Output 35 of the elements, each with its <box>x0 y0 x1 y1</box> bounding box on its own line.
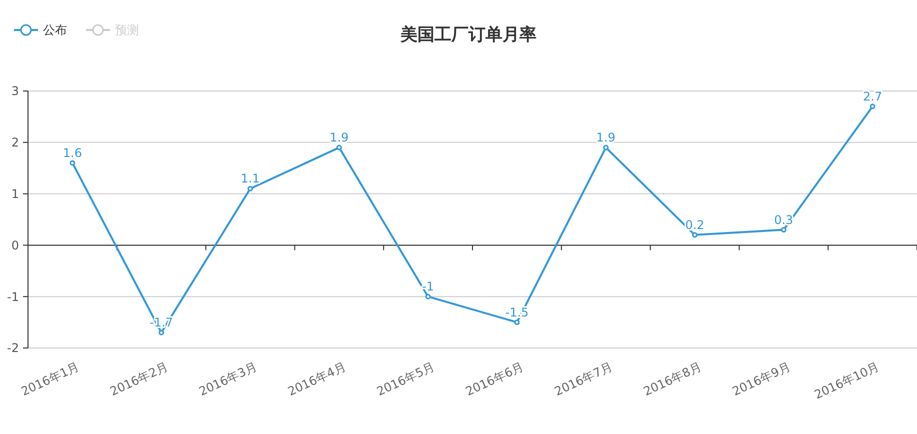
x-tick-label: 2016年7月 <box>552 360 615 399</box>
data-label: 1.9 <box>596 130 616 145</box>
legend-label: 公布 <box>43 23 67 38</box>
point <box>870 104 876 110</box>
x-tick-label: 2016年8月 <box>641 360 704 399</box>
point <box>692 232 698 238</box>
x-tick-label: 2016年6月 <box>463 360 526 399</box>
point <box>248 186 253 192</box>
y-tick-label: 3 <box>11 84 19 98</box>
point <box>425 294 431 300</box>
y-tick-label: -1 <box>7 290 19 304</box>
data-label: 1.1 <box>240 172 260 186</box>
point <box>603 144 609 150</box>
x-tick-label: 2016年9月 <box>730 360 792 399</box>
data-label: 2.7 <box>863 89 882 104</box>
chart-title: 美国工厂订单月率 <box>400 25 536 45</box>
point <box>780 227 786 233</box>
point <box>70 160 76 166</box>
y-tick-label: -2 <box>7 341 19 356</box>
x-tick-label: 2016年4月 <box>286 360 348 399</box>
y-tick-label: 2 <box>11 136 19 150</box>
data-label: 1.9 <box>330 130 349 145</box>
point <box>514 320 520 326</box>
y-tick-label: 0 <box>11 238 19 252</box>
x-tick-label: 2016年3月 <box>196 360 260 399</box>
point <box>336 144 342 150</box>
y-tick-label: 1 <box>11 187 19 201</box>
x-tick-label: 2016年1月 <box>18 360 82 399</box>
x-tick-label: 2016年5月 <box>374 360 437 399</box>
data-label: 1.6 <box>62 146 82 160</box>
data-label: 0.2 <box>685 218 704 232</box>
data-label: -1 <box>422 280 434 294</box>
x-tick-label: 2016年10月 <box>812 360 882 402</box>
point <box>158 330 164 336</box>
x-tick-label: 2016年2月 <box>108 360 170 399</box>
